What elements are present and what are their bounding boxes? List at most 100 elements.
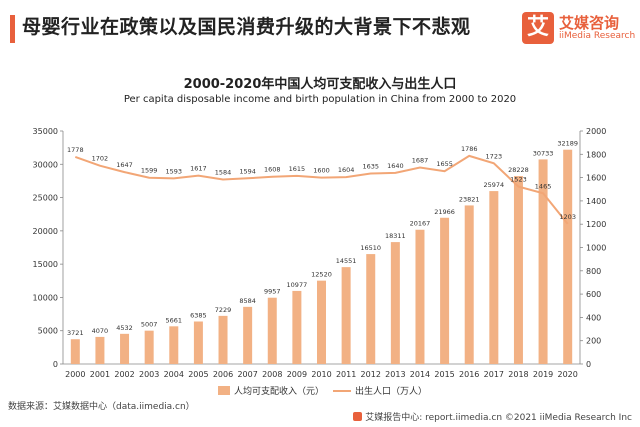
birth-population-label: 1655	[436, 160, 453, 168]
birth-population-label: 1599	[141, 167, 158, 175]
birth-population-label: 1584	[215, 168, 232, 176]
income-bar-label: 21966	[434, 208, 455, 216]
birth-population-label: 1687	[412, 156, 429, 164]
y-left-tick-label: 25000	[33, 194, 58, 203]
income-bar	[317, 280, 326, 364]
income-bar	[489, 191, 499, 364]
birth-population-line	[74, 154, 569, 225]
y-left-tick-label: 5000	[38, 327, 58, 336]
income-bar	[538, 159, 548, 364]
x-tick-label: 2016	[459, 370, 479, 379]
birth-population-label: 1702	[92, 155, 109, 163]
logo-name-cn: 艾媒咨询	[559, 14, 620, 32]
income-bar	[144, 330, 154, 364]
x-tick-label: 2009	[287, 370, 307, 379]
income-bar	[341, 267, 351, 364]
legend-income-swatch	[218, 386, 230, 395]
x-tick-label: 2014	[410, 370, 430, 379]
birth-population-label: 1594	[239, 167, 256, 175]
income-bar-label: 5007	[141, 321, 158, 329]
y-left-tick-label: 10000	[33, 293, 58, 302]
y-right-tick-label: 1000	[586, 244, 606, 253]
income-bar-label: 10977	[287, 281, 308, 289]
x-tick-label: 2018	[508, 370, 528, 379]
y-right-tick-label: 800	[586, 267, 601, 276]
income-bar-label: 30733	[533, 149, 554, 157]
y-left-tick-label: 0	[53, 360, 58, 369]
x-tick-label: 2006	[213, 370, 233, 379]
income-bar	[243, 306, 253, 364]
income-bar-label: 4070	[92, 327, 109, 335]
birth-population-label: 1635	[362, 163, 379, 171]
income-bar	[292, 290, 302, 364]
x-tick-label: 2008	[262, 370, 282, 379]
income-bar-label: 5661	[166, 316, 183, 324]
birth-population-label: 1523	[510, 176, 527, 184]
y-left-tick-label: 20000	[33, 227, 58, 236]
income-bar	[464, 205, 474, 364]
headline-accent-bar	[10, 15, 15, 43]
x-tick-label: 2005	[188, 370, 208, 379]
income-bar	[70, 339, 80, 364]
income-bar	[513, 176, 523, 364]
x-tick-label: 2019	[533, 370, 553, 379]
birth-population-label: 1778	[67, 146, 84, 154]
income-bar-label: 16510	[360, 244, 381, 252]
birth-population-label: 1640	[387, 162, 404, 170]
y-right-tick-label: 0	[586, 360, 591, 369]
income-bar	[415, 229, 425, 364]
x-tick-label: 2007	[237, 370, 257, 379]
report-icon	[353, 412, 363, 421]
data-source-note: 数据来源：艾媒数据中心（data.iimedia.cn）	[8, 402, 195, 412]
x-tick-label: 2004	[164, 370, 184, 379]
x-tick-label: 2015	[434, 370, 454, 379]
x-tick-label: 2020	[558, 370, 578, 379]
income-bar-label: 28228	[508, 166, 529, 174]
x-tick-label: 2012	[361, 370, 381, 379]
income-bar-label: 8584	[239, 297, 256, 305]
x-tick-label: 2010	[311, 370, 331, 379]
income-bar	[440, 217, 450, 364]
y-right-tick-label: 1600	[586, 174, 606, 183]
income-bar-label: 12520	[311, 271, 332, 279]
x-tick-label: 2000	[65, 370, 85, 379]
birth-population-label: 1465	[535, 182, 552, 190]
iimedia-logo: 艾 艾媒咨询 iiMedia Research	[522, 10, 636, 46]
page-headline: 母婴行业在政策以及国民消费升级的大背景下不悲观	[22, 16, 471, 38]
logo-mark: 艾	[522, 12, 554, 44]
income-bar	[120, 333, 130, 364]
y-right-tick-label: 600	[586, 290, 601, 299]
y-right-tick-label: 400	[586, 313, 601, 322]
footer-credit-text: 艾媒报告中心: report.iimedia.cn ©2021 iiMedia …	[365, 413, 632, 423]
legend-income-label: 人均可支配收入（元）	[234, 385, 324, 397]
income-bar-label: 25974	[483, 181, 504, 189]
x-tick-label: 2001	[90, 370, 110, 379]
birth-population-label: 1600	[313, 167, 330, 175]
income-bar	[95, 336, 105, 364]
income-bar-label: 9957	[264, 288, 281, 296]
income-bar	[267, 297, 277, 364]
y-left-tick-label: 35000	[33, 127, 58, 136]
income-bar-label: 4532	[116, 324, 133, 332]
income-bar	[563, 149, 573, 364]
birth-population-label: 1203	[559, 213, 576, 221]
income-bar-label: 6385	[190, 311, 207, 319]
income-bar	[390, 242, 400, 364]
income-bar-label: 14551	[336, 257, 357, 265]
income-bar-label: 7229	[215, 306, 232, 314]
y-right-tick-label: 1400	[586, 197, 606, 206]
y-right-tick-label: 2000	[586, 127, 606, 136]
income-bar-label: 32189	[557, 140, 578, 148]
birth-population-label: 1608	[264, 166, 281, 174]
birth-population-label: 1615	[289, 165, 306, 173]
logo-name-en: iiMedia Research	[559, 31, 636, 41]
income-bar	[193, 321, 203, 364]
birth-population-label: 1617	[190, 165, 207, 173]
income-bar	[169, 326, 179, 364]
birth-population-label: 1593	[166, 167, 183, 175]
birth-population-label: 1604	[338, 166, 355, 174]
y-right-tick-label: 200	[586, 337, 601, 346]
x-tick-label: 2017	[484, 370, 504, 379]
y-left-tick-label: 15000	[33, 260, 58, 269]
